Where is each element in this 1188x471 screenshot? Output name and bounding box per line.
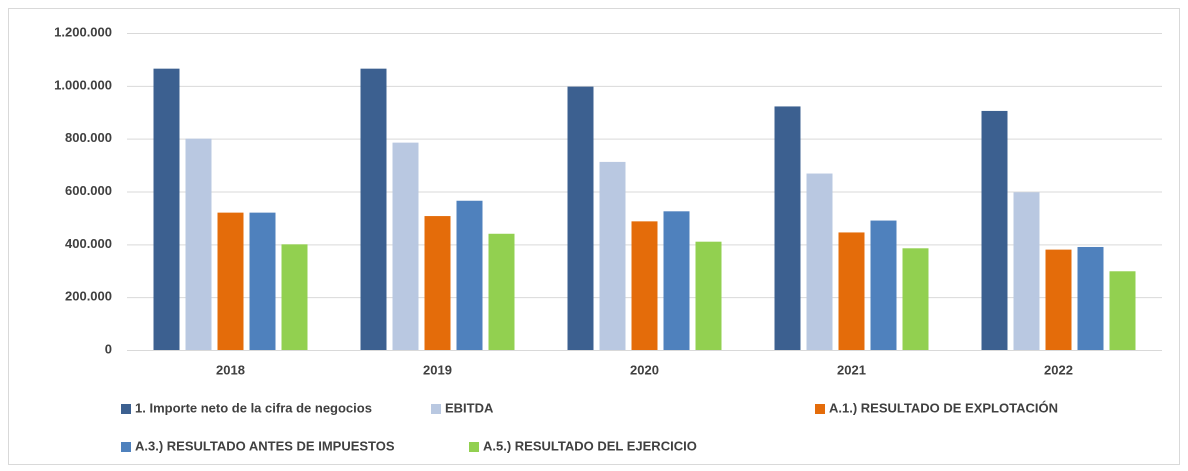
bar [1109,271,1136,350]
y-tick-label: 1.000.000 [54,77,112,92]
bar [695,241,722,350]
bar [774,106,801,351]
bar [281,244,308,350]
y-tick-label: 0 [105,341,112,356]
bar [567,86,594,351]
bar [217,212,244,350]
legend-swatch [469,442,479,452]
legend-swatch [121,404,131,414]
bar [424,216,451,350]
bar [870,220,897,350]
x-tick-label: 2019 [423,362,452,377]
bar [838,232,865,350]
legend-label: A.3.) RESULTADO ANTES DE IMPUESTOS [135,438,395,453]
bar [488,233,515,350]
bar [153,68,180,350]
legend-swatch [815,404,825,414]
legend-label: A.1.) RESULTADO DE EXPLOTACIÓN [829,400,1058,415]
bar [902,248,929,350]
x-tick-label: 2021 [837,362,866,377]
y-tick-label: 600.000 [65,183,112,198]
legend-swatch [121,442,131,452]
x-tick-label: 2018 [216,362,245,377]
bar [185,138,212,350]
y-tick-label: 800.000 [65,130,112,145]
bar [249,212,276,350]
bar [1013,192,1040,350]
x-tick-label: 2022 [1044,362,1073,377]
bar [806,173,833,350]
legend-label: EBITDA [445,400,494,415]
bar [663,211,690,350]
y-tick-label: 200.000 [65,289,112,304]
legend-label: A.5.) RESULTADO DEL EJERCICIO [483,438,697,453]
bar [1077,246,1104,350]
bar [456,200,483,350]
bar [981,110,1008,350]
legend-label: 1. Importe neto de la cifra de negocios [135,400,372,415]
bar [599,161,626,350]
bar [631,221,658,350]
bar [360,68,387,350]
legend-swatch [431,404,441,414]
bar [392,142,419,350]
x-tick-label: 2020 [630,362,659,377]
bar [1045,249,1072,350]
y-tick-label: 1.200.000 [54,24,112,39]
y-tick-label: 400.000 [65,236,112,251]
